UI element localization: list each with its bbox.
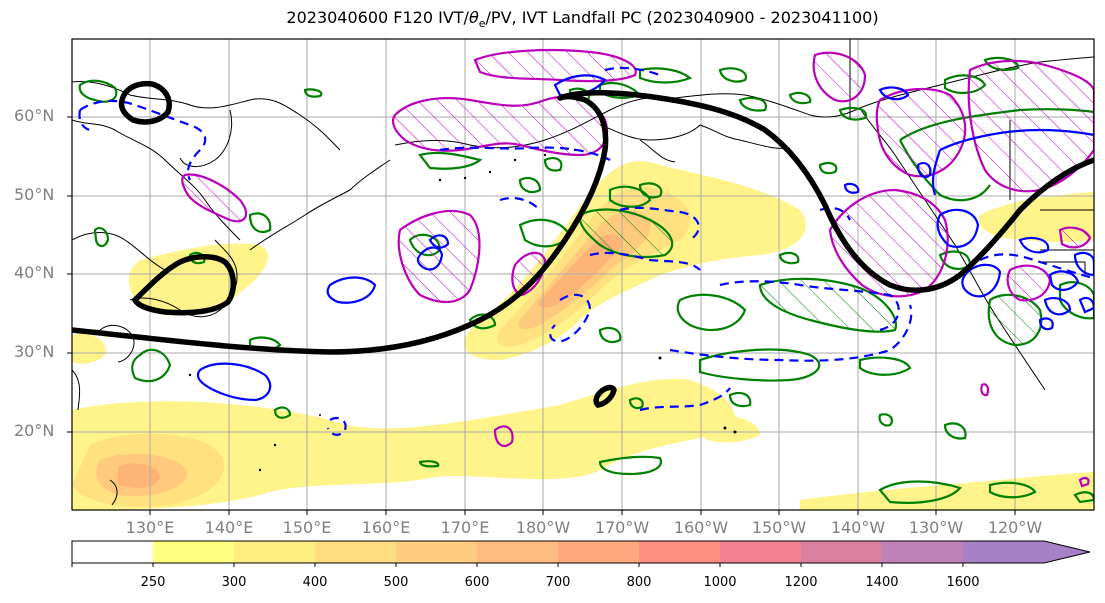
colorbar-tick-label: 800 — [626, 575, 652, 590]
blue-solid-contours — [196, 74, 1094, 402]
lat-label-50n: 50°N — [14, 185, 55, 204]
lon-label-160w: 160°W — [673, 518, 729, 537]
magenta-hatched-regions — [181, 49, 1094, 488]
lat-label-60n: 60°N — [14, 106, 55, 125]
blue-dashed-contours — [78, 66, 1094, 436]
lon-label-150e: 150°E — [282, 518, 332, 537]
lon-label-180w: 180°W — [515, 518, 571, 537]
lat-label-20n: 20°N — [14, 421, 55, 440]
colorbar-tick-label: 1000 — [703, 575, 737, 590]
lon-label-160e: 160°E — [361, 518, 411, 537]
colorbar-tick-label: 1200 — [784, 575, 818, 590]
lon-label-170w: 170°W — [594, 518, 650, 537]
lon-label-130e: 130°E — [125, 518, 175, 537]
colorbar-tick-label: 300 — [221, 575, 247, 590]
colorbar-tick-label: 1600 — [946, 575, 980, 590]
lon-label-150w: 150°W — [751, 518, 807, 537]
lon-label-140w: 140°W — [830, 518, 886, 537]
colorbar-tick-label: 400 — [302, 575, 328, 590]
colorbar-tick-label: 1400 — [865, 575, 899, 590]
colorbar-tick-label: 700 — [545, 575, 571, 590]
map-title: 2023040600 F120 IVT/θe/PV, IVT Landfall … — [286, 8, 879, 31]
lon-label-140e: 140°E — [204, 518, 254, 537]
colorbar-tick-label: 500 — [383, 575, 409, 590]
lon-label-170e: 170°E — [440, 518, 490, 537]
lon-label-120w: 120°W — [987, 518, 1043, 537]
colorbar-tick-label: 600 — [464, 575, 490, 590]
pv-contours — [72, 80, 1094, 408]
axis-ticks — [67, 116, 1016, 515]
lat-label-30n: 30°N — [14, 342, 55, 361]
ivt-shading — [72, 161, 1094, 510]
lat-label-40n: 40°N — [14, 263, 55, 282]
colorbar-tick-label: 250 — [140, 575, 166, 590]
lon-label-130w: 130°W — [908, 518, 964, 537]
